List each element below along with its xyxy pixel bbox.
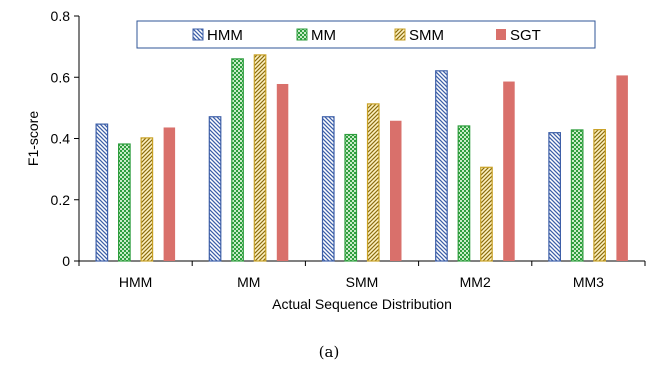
x-tick-label: MM3 (573, 274, 604, 290)
legend-label-sgt: SGT (510, 27, 541, 44)
bar-smm-mm2 (480, 166, 493, 262)
axis-ticks: 0 0.2 0.4 0.6 0.8 HMM MM SMM MM2 MM3 (51, 8, 646, 290)
y-axis-title: F1-score (25, 111, 41, 166)
x-axis-title: Actual Sequence Distribution (272, 296, 452, 312)
y-tick-label: 0.8 (51, 8, 71, 24)
bar-hmm-smm (321, 116, 335, 262)
x-tick-label: HMM (119, 274, 152, 290)
bar-sgt-hmm (163, 127, 176, 261)
y-tick-label: 0.4 (51, 131, 71, 147)
bar-smm-smm (366, 103, 380, 262)
bar-smm-mm (253, 54, 267, 262)
legend-label-smm: SMM (409, 27, 444, 44)
bar-sgt-mm3 (616, 75, 628, 261)
legend: HMM MM SMM SGT (136, 20, 596, 49)
bar-hmm-mm3 (548, 132, 562, 262)
bar-mm-mm2 (457, 125, 471, 262)
x-tick-label: MM2 (460, 274, 491, 290)
y-tick-label: 0.6 (51, 69, 71, 85)
bar-smm-mm3 (593, 129, 607, 262)
bar-hmm-mm (208, 116, 222, 262)
bars (95, 54, 628, 262)
y-tick-label: 0.2 (51, 192, 71, 208)
bar-mm-mm3 (570, 129, 584, 262)
bar-mm-hmm (117, 143, 131, 262)
bar-hmm-hmm (95, 123, 109, 262)
x-tick-label: MM (237, 274, 260, 290)
bar-sgt-mm (276, 83, 289, 261)
bar-sgt-smm (390, 120, 402, 261)
bar-smm-hmm (140, 137, 154, 262)
bar-hmm-mm2 (435, 70, 448, 262)
legend-swatch-sgt (496, 29, 506, 40)
bar-mm-smm (344, 133, 358, 262)
legend-swatch-mm (296, 28, 308, 41)
x-tick-label: SMM (346, 274, 379, 290)
legend-swatch-hmm (192, 28, 204, 41)
bar-sgt-mm2 (503, 81, 515, 261)
legend-swatch-smm (394, 28, 406, 41)
bar-mm-mm (231, 58, 244, 262)
legend-box (136, 20, 596, 49)
legend-label-hmm: HMM (207, 27, 243, 44)
figure-caption: (a) (319, 343, 340, 361)
y-tick-label: 0 (62, 253, 70, 269)
legend-label-mm: MM (311, 27, 336, 44)
plot-area: 0 0.2 0.4 0.6 0.8 HMM MM SMM MM2 MM3 (51, 8, 646, 290)
